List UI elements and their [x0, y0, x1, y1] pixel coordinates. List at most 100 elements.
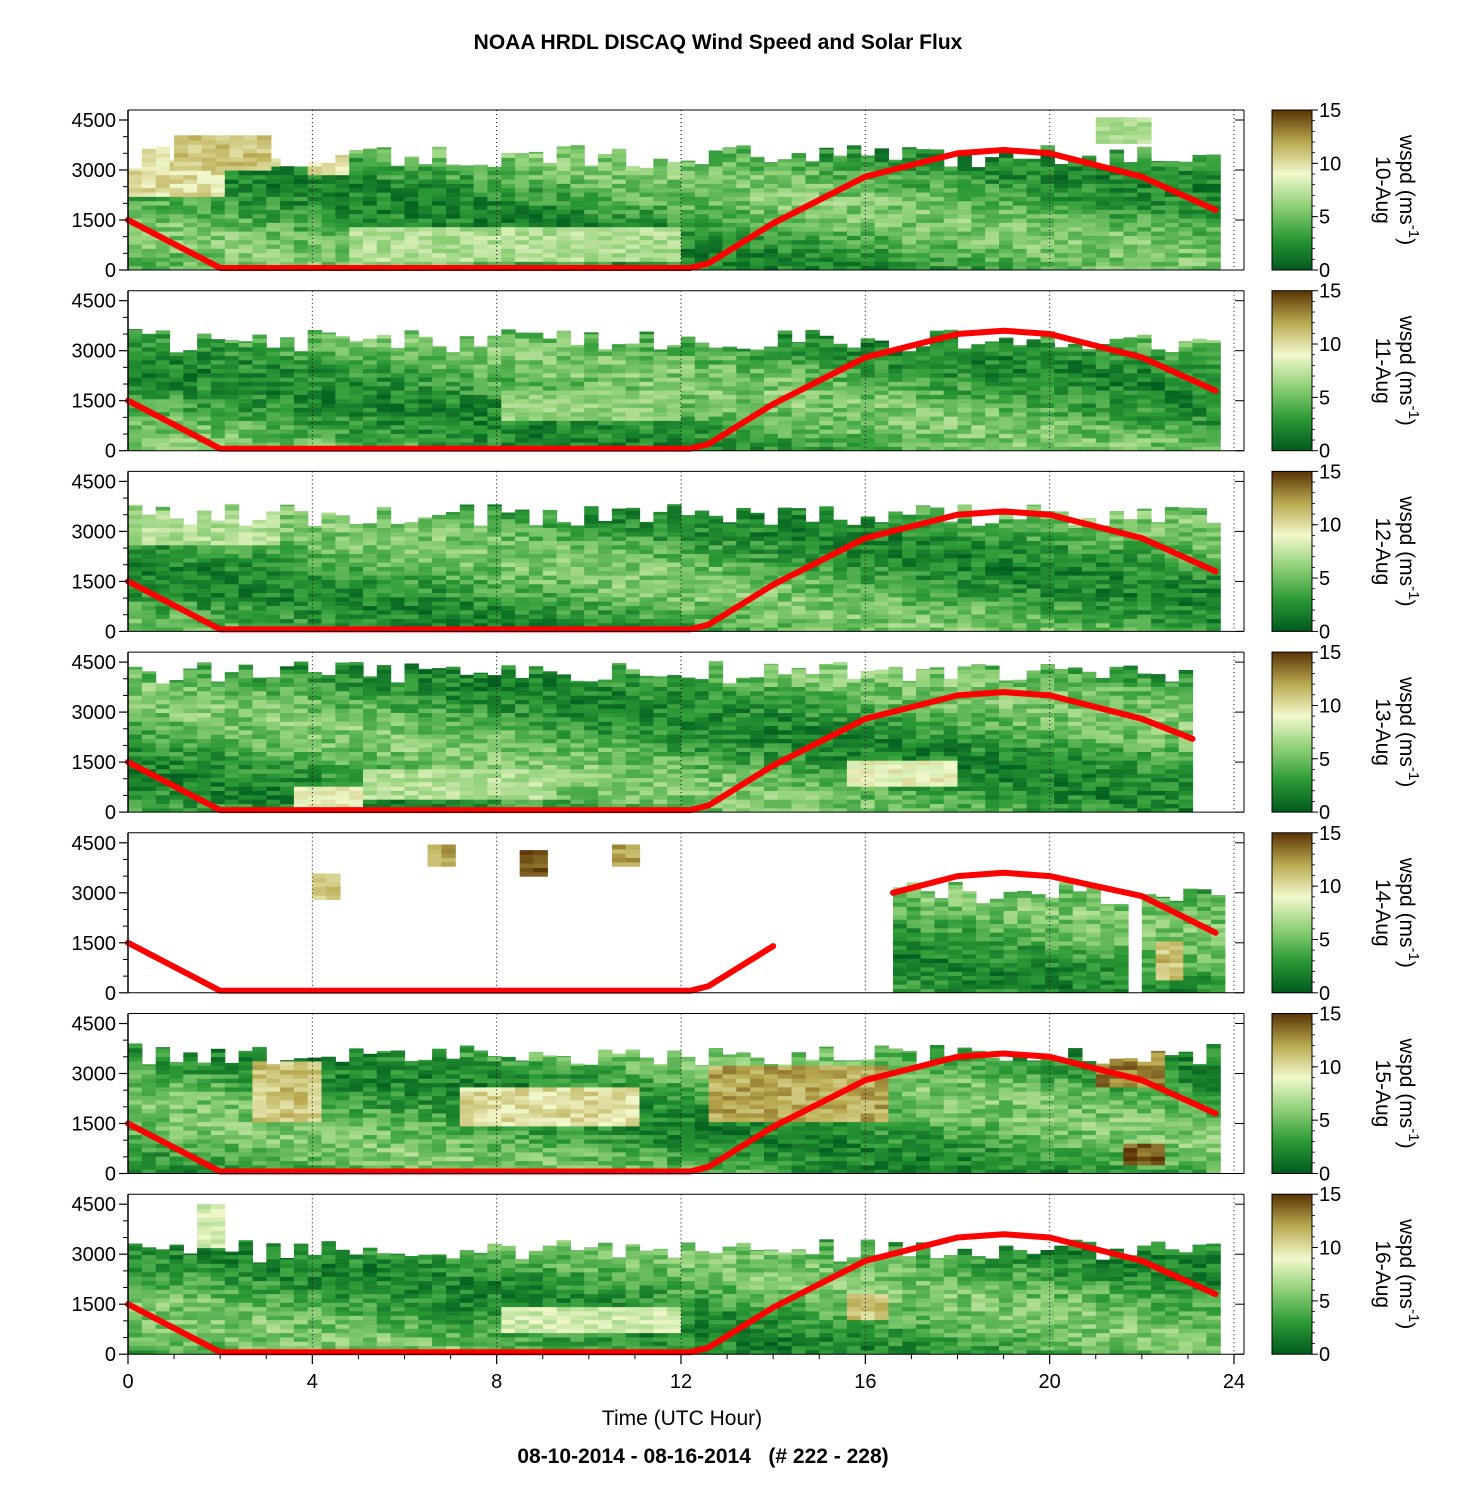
heatmap-cell	[169, 433, 184, 439]
heatmap-cell	[266, 213, 281, 219]
heatmap-cell	[376, 403, 392, 408]
heatmap-cell	[1095, 174, 1111, 180]
heatmap-cell	[819, 338, 834, 343]
heatmap-cell	[197, 183, 212, 189]
heatmap-cell	[943, 209, 959, 215]
heatmap-cell	[957, 351, 972, 356]
heatmap-cell	[515, 192, 530, 197]
heatmap-cell	[252, 549, 267, 554]
heatmap-cell	[238, 407, 253, 413]
heatmap-cell	[653, 179, 668, 184]
heatmap-cell	[985, 359, 1000, 365]
heatmap-cell	[833, 235, 848, 241]
heatmap-cell	[293, 368, 309, 374]
heatmap-cell	[363, 381, 378, 387]
heatmap-cell	[584, 442, 599, 447]
heatmap-cell	[819, 359, 834, 365]
heatmap-cell	[432, 531, 447, 537]
heatmap-cell	[598, 179, 613, 184]
heatmap-cell	[238, 231, 253, 236]
heatmap-cell	[694, 200, 710, 206]
heatmap-cell	[224, 583, 240, 589]
heatmap-cell	[243, 161, 258, 167]
heatmap-cell	[611, 166, 627, 171]
heatmap-cell	[570, 420, 585, 426]
heatmap-cell	[570, 429, 585, 434]
heatmap-cell	[611, 372, 627, 378]
heatmap-cell	[335, 549, 350, 554]
heatmap-cell	[183, 557, 198, 563]
heatmap-cell	[846, 261, 862, 267]
heatmap-cell	[349, 524, 364, 528]
heatmap-cell	[266, 553, 281, 559]
heatmap-cell	[169, 527, 184, 533]
heatmap-cell	[215, 165, 230, 171]
heatmap-cell	[1081, 433, 1097, 439]
heatmap-cell	[363, 239, 378, 245]
heatmap-cell	[446, 248, 461, 254]
heatmap-cell	[1137, 359, 1152, 365]
heatmap-cell	[169, 536, 184, 541]
heatmap-cell	[238, 261, 253, 267]
heatmap-cell	[349, 377, 364, 382]
heatmap-cell	[1137, 442, 1152, 447]
heatmap-cell	[805, 342, 820, 348]
heatmap-cell	[224, 231, 240, 236]
heatmap-cell	[764, 205, 779, 210]
heatmap-cell	[446, 549, 461, 554]
heatmap-cell	[446, 200, 461, 206]
heatmap-cell	[418, 377, 433, 382]
heatmap-cell	[266, 222, 281, 228]
heatmap-cell	[971, 372, 986, 378]
heatmap-cell	[667, 222, 682, 228]
heatmap-cell	[473, 218, 488, 223]
heatmap-cell	[293, 562, 309, 567]
heatmap-cell	[335, 209, 350, 215]
heatmap-cell	[280, 351, 295, 356]
heatmap-cell	[888, 351, 903, 356]
heatmap-cell	[224, 544, 240, 550]
heatmap-cell	[1026, 403, 1041, 408]
heatmap-cell	[238, 575, 253, 580]
heatmap-cell	[141, 398, 157, 404]
heatmap-cell	[210, 187, 226, 193]
heatmap-cell	[1012, 381, 1028, 387]
heatmap-cell	[570, 248, 585, 254]
heatmap-cell	[141, 218, 157, 223]
heatmap-cell	[266, 192, 281, 197]
heatmap-cell	[280, 614, 295, 619]
heatmap-cell	[252, 442, 267, 447]
heatmap-cell	[224, 174, 240, 180]
heatmap-cell	[321, 257, 336, 262]
heatmap-cell	[155, 609, 171, 615]
heatmap-cell	[1137, 346, 1152, 352]
heatmap-cell	[777, 222, 793, 228]
heatmap-cell	[584, 231, 599, 236]
heatmap-cell	[418, 381, 433, 387]
heatmap-cell	[681, 196, 696, 202]
heatmap-cell	[1178, 407, 1194, 413]
heatmap-cell	[625, 381, 641, 387]
heatmap-cell	[902, 433, 917, 439]
heatmap-cell	[1054, 179, 1069, 184]
colorbar-tick-label: 15	[1319, 100, 1341, 122]
heatmap-cell	[363, 174, 378, 180]
heatmap-cell	[653, 261, 668, 267]
heatmap-cell	[846, 351, 862, 356]
heatmap-cell	[902, 359, 917, 365]
heatmap-cell	[376, 359, 392, 365]
heatmap-cell	[376, 605, 392, 611]
heatmap-cell	[321, 187, 336, 193]
heatmap-cell	[1081, 239, 1097, 245]
heatmap-cell	[197, 429, 212, 434]
heatmap-cell	[598, 390, 613, 395]
heatmap-cell	[404, 433, 419, 439]
heatmap-cell	[252, 257, 267, 262]
heatmap-cell	[1040, 170, 1055, 176]
heatmap-cell	[916, 390, 931, 395]
heatmap-cell	[1040, 420, 1055, 426]
heatmap-cell	[459, 183, 475, 189]
heatmap-cell	[736, 364, 751, 369]
heatmap-cell	[280, 226, 295, 232]
heatmap-cell	[653, 200, 668, 206]
